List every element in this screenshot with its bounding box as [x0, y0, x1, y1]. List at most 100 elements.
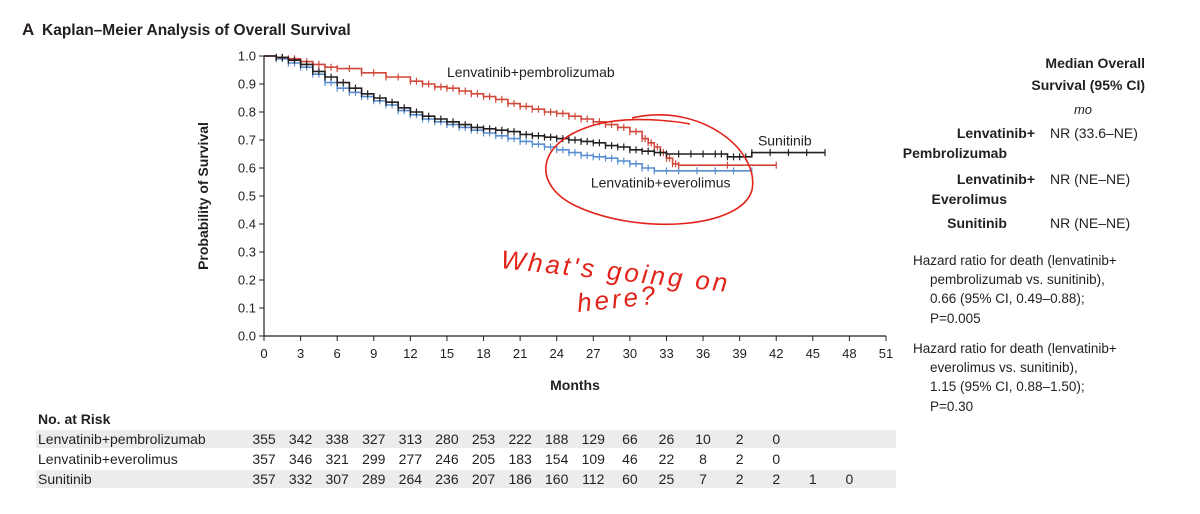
risk-cell: 207 — [472, 471, 496, 487]
median-row-value: NR (33.6–NE) — [1050, 125, 1138, 141]
risk-cell: 332 — [289, 471, 313, 487]
median-row-label: Everolimus — [932, 191, 1008, 207]
risk-cell: 346 — [289, 451, 313, 467]
risk-cell: 280 — [435, 431, 459, 447]
risk-cell: 342 — [289, 431, 313, 447]
risk-cell: 26 — [659, 431, 675, 447]
hazard-note-line: 0.66 (95% CI, 0.49–0.88); — [930, 291, 1085, 306]
median-row-label: Lenvatinib+ — [957, 171, 1035, 187]
hazard-note-line: everolimus vs. sunitinib), — [930, 360, 1078, 375]
risk-cell: 7 — [699, 471, 707, 487]
risk-cell: 66 — [622, 431, 638, 447]
risk-cell: 25 — [659, 471, 675, 487]
risk-cell: 109 — [582, 451, 606, 467]
risk-rows: Lenvatinib+pembrolizumab 355 342 338 327 313 2… — [38, 431, 854, 487]
risk-cell: 277 — [399, 451, 423, 467]
risk-cell: 0 — [772, 451, 780, 467]
risk-cell: 289 — [362, 471, 386, 487]
x-tick-label: 48 — [842, 346, 856, 361]
risk-row-band — [36, 430, 896, 448]
risk-cell: 160 — [545, 471, 569, 487]
risk-cell: 10 — [695, 431, 711, 447]
x-tick-label: 21 — [513, 346, 527, 361]
x-tick-label: 42 — [769, 346, 783, 361]
y-tick-label: 1.0 — [238, 49, 256, 64]
hazard-note-line: Hazard ratio for death (lenvatinib+ — [913, 253, 1117, 268]
x-tick-label: 0 — [260, 346, 267, 361]
y-axis-label: Probability of Survival — [195, 122, 211, 270]
hazard-note-line: P=0.005 — [930, 311, 981, 326]
risk-cell: 338 — [325, 431, 349, 447]
risk-cell: 0 — [772, 431, 780, 447]
risk-cell: 1 — [809, 471, 817, 487]
y-tick-label: 0.9 — [238, 77, 256, 92]
risk-cell: 222 — [508, 431, 532, 447]
x-tick-label: 39 — [732, 346, 746, 361]
curve-labels: Lenvatinib+pembrolizumab Lenvatinib+evero… — [447, 64, 812, 191]
risk-cell: 112 — [582, 471, 605, 487]
risk-row-label: Sunitinib — [38, 471, 92, 487]
median-header-line-1: Median Overall — [1045, 55, 1145, 71]
risk-cell: 205 — [472, 451, 496, 467]
risk-row-label: Lenvatinib+everolimus — [38, 451, 178, 467]
risk-cell: 154 — [545, 451, 569, 467]
hazard-note-line: pembrolizumab vs. sunitinib), — [930, 272, 1105, 287]
y-tick-label: 0.8 — [238, 105, 256, 120]
y-tick-label: 0.7 — [238, 133, 256, 148]
risk-cell: 307 — [325, 471, 349, 487]
risk-cell: 60 — [622, 471, 638, 487]
x-tick-label: 30 — [623, 346, 637, 361]
risk-cell: 313 — [399, 431, 423, 447]
hazard-note-line: 1.15 (95% CI, 0.88–1.50); — [930, 379, 1085, 394]
risk-cell: 183 — [508, 451, 532, 467]
handwritten-annotation: What's going on here? — [499, 114, 754, 318]
median-row-label: Pembrolizumab — [903, 145, 1007, 161]
y-tick-label: 0.2 — [238, 273, 256, 288]
y-tick-label: 0.6 — [238, 161, 256, 176]
risk-cell: 188 — [545, 431, 569, 447]
x-tick-label: 12 — [403, 346, 417, 361]
risk-cell: 46 — [622, 451, 638, 467]
median-row-label: Lenvatinib+ — [957, 125, 1035, 141]
median-row-label: Sunitinib — [947, 215, 1007, 231]
x-tick-label: 3 — [297, 346, 304, 361]
risk-cell: 236 — [435, 471, 459, 487]
curve-label-sunitinib: Sunitinib — [758, 133, 812, 149]
x-tick-label: 51 — [879, 346, 893, 361]
risk-cell: 2 — [736, 451, 744, 467]
risk-cell: 299 — [362, 451, 386, 467]
risk-cell: 8 — [699, 451, 707, 467]
annotation-line-2: here? — [575, 280, 659, 318]
median-row-value: NR (NE–NE) — [1050, 215, 1130, 231]
annotation-circle — [545, 114, 754, 226]
median-header-line-2: Survival (95% CI) — [1031, 77, 1145, 93]
survival-curves — [264, 53, 826, 175]
risk-row-band — [36, 470, 896, 488]
risk-cell: 0 — [846, 471, 854, 487]
risk-table-title: No. at Risk — [38, 411, 111, 427]
x-tick-label: 24 — [549, 346, 563, 361]
x-tick-group: 0 3 6 9 12 15 18 21 24 27 30 33 36 39 42 45 48 51 — [260, 336, 893, 361]
x-tick-label: 15 — [440, 346, 454, 361]
panel-title: Kaplan–Meier Analysis of Overall Surviva… — [42, 22, 351, 39]
y-tick-label: 0.1 — [238, 301, 256, 316]
x-tick-label: 18 — [476, 346, 490, 361]
risk-cell: 321 — [325, 451, 349, 467]
chart-axes: 0.00.10.20.30.40.50.60.70.80.91.0 0 3 6 9 12… — [195, 49, 893, 394]
risk-cell: 246 — [435, 451, 459, 467]
risk-cell: 2 — [736, 431, 744, 447]
panel-letter: A — [22, 20, 34, 39]
risk-cell: 355 — [252, 431, 276, 447]
risk-cell: 2 — [736, 471, 744, 487]
median-row-value: NR (NE–NE) — [1050, 171, 1130, 187]
risk-cell: 22 — [659, 451, 675, 467]
hazard-note-line: P=0.30 — [930, 399, 973, 414]
y-tick-group: 0.0 0.1 0.2 0.3 0.4 0.5 0.6 0.7 0.8 0.9 1.0 — [238, 49, 264, 344]
risk-cell: 357 — [252, 471, 276, 487]
y-tick-label: 0.5 — [238, 189, 256, 204]
x-tick-label: 6 — [334, 346, 341, 361]
risk-cell: 327 — [362, 431, 386, 447]
x-tick-label: 45 — [806, 346, 820, 361]
hazard-ratio-notes: Hazard ratio for death (lenvatinib+ pemb… — [913, 253, 1117, 414]
